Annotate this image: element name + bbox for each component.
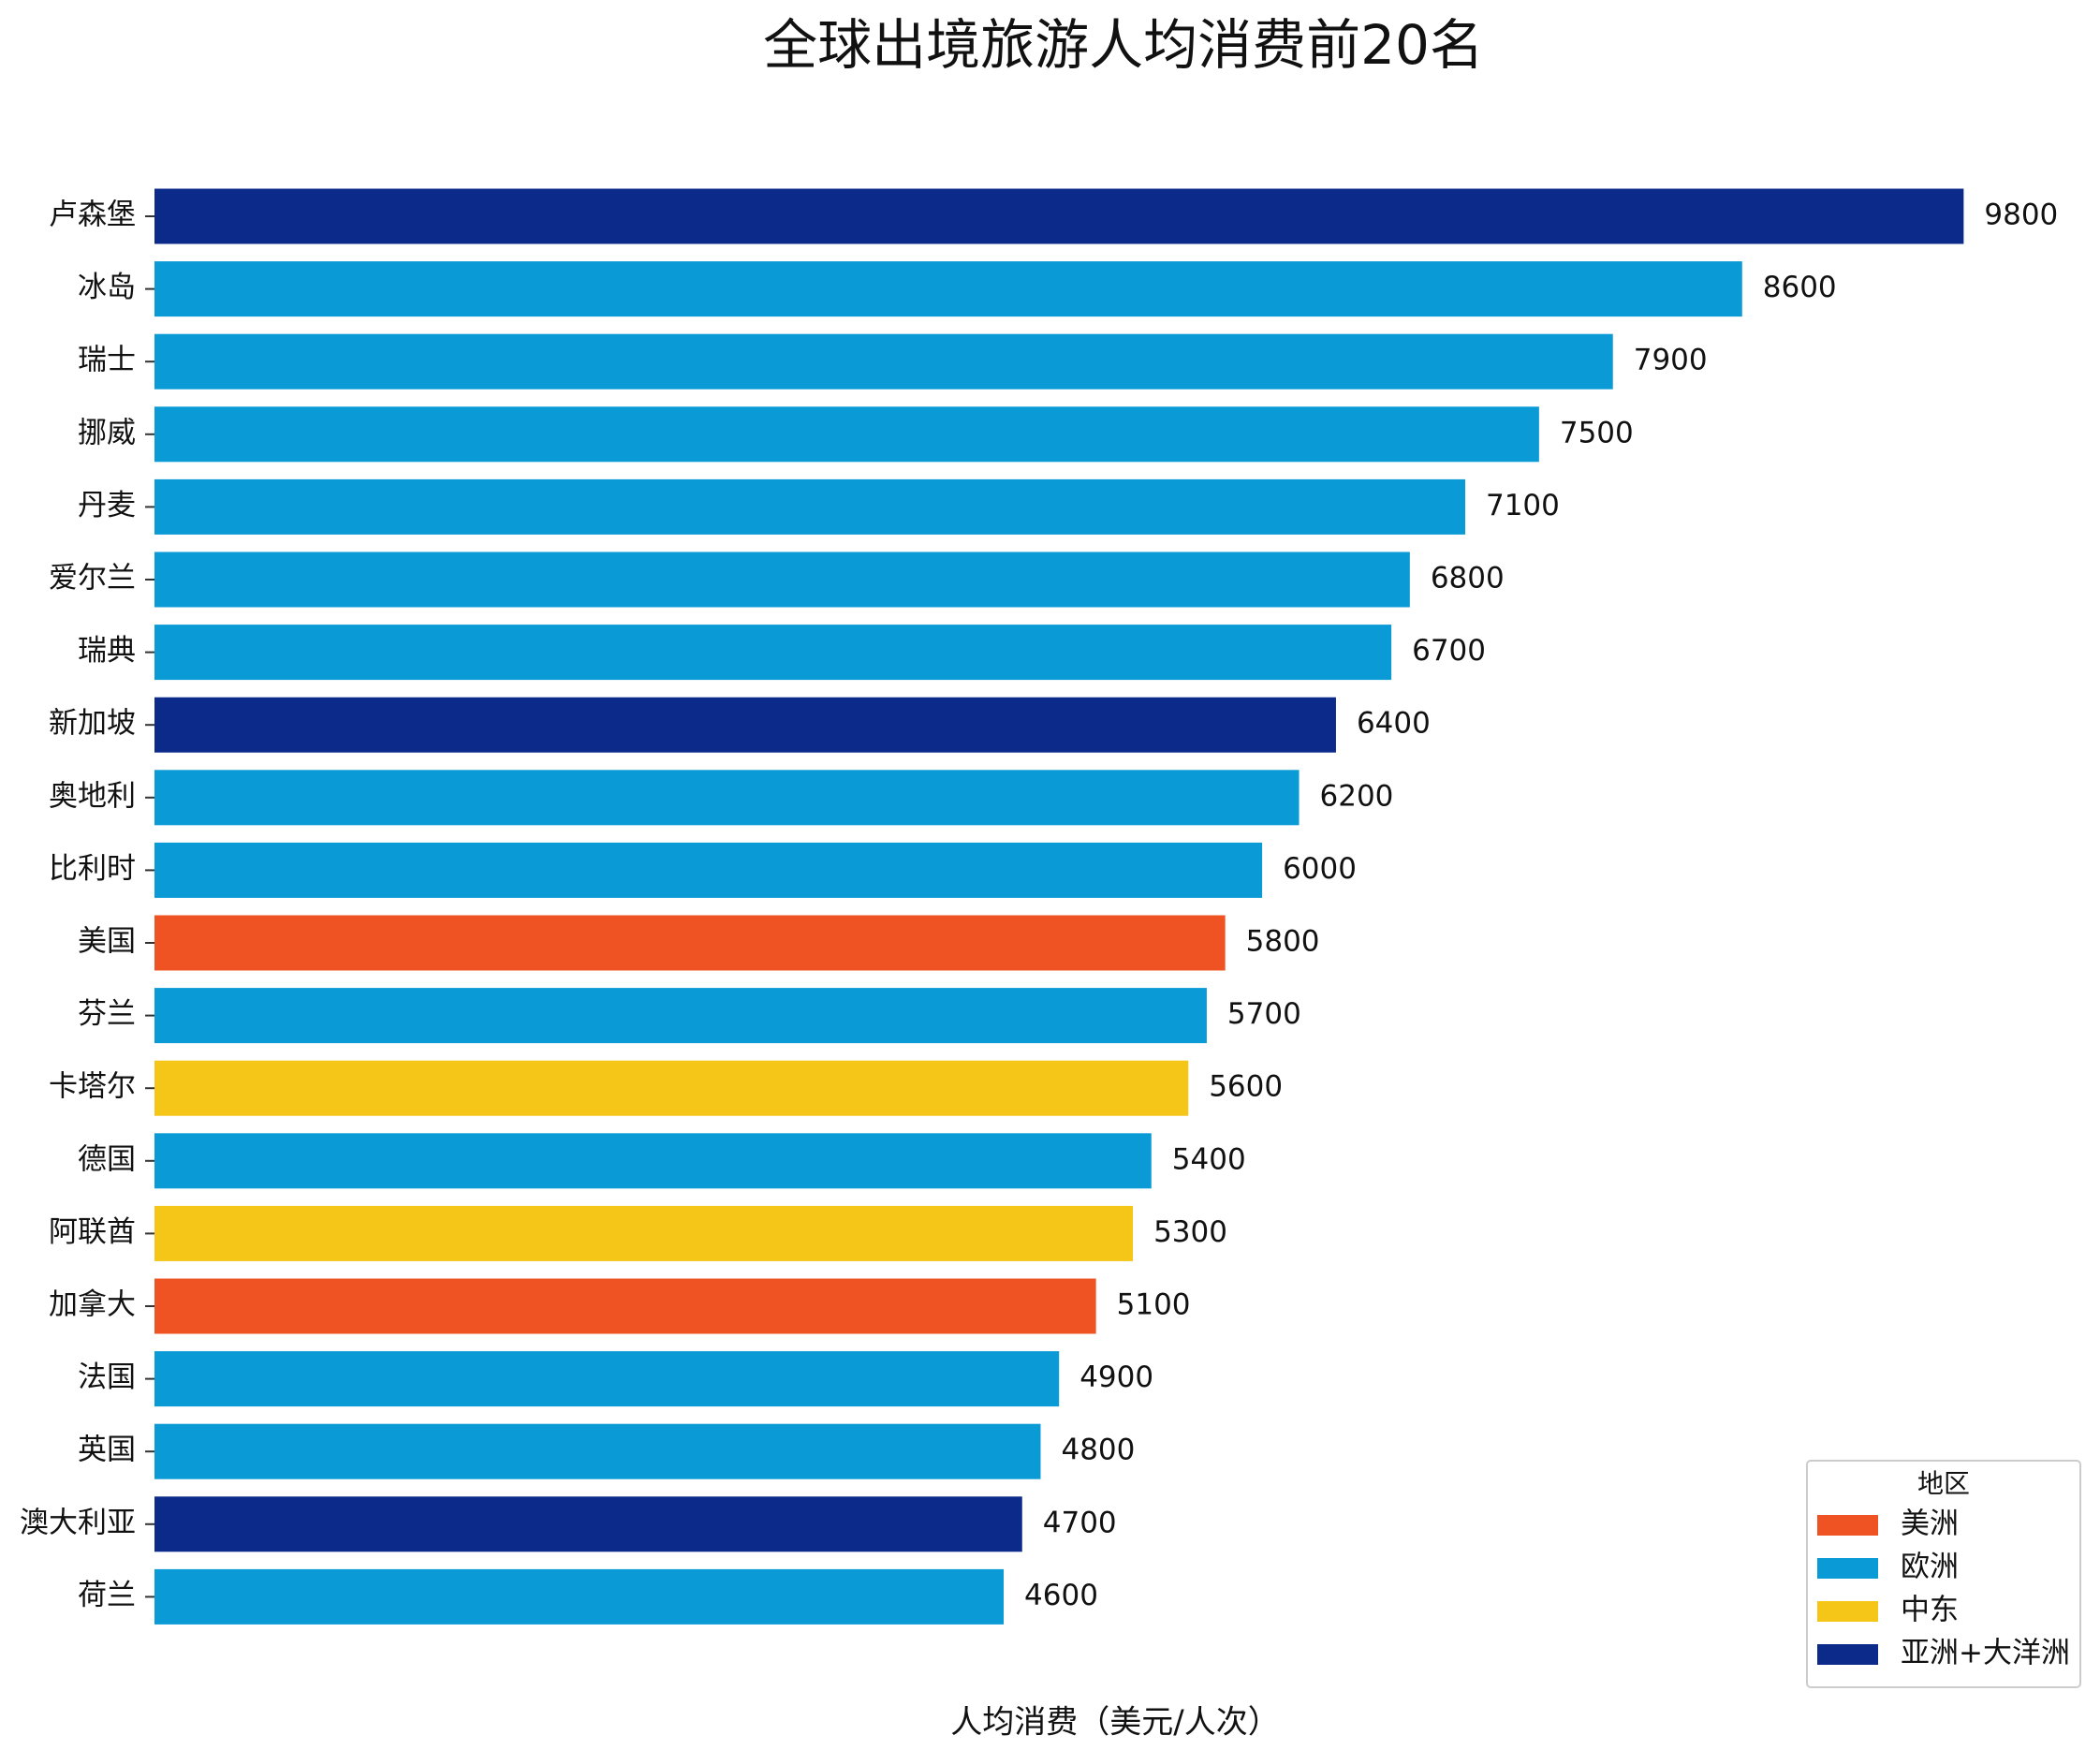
bar <box>154 551 1410 608</box>
x-axis-label: 人均消费（美元/人次） <box>950 1704 1279 1742</box>
y-tick-label: 丹麦 <box>78 489 136 522</box>
bar <box>154 1423 1041 1479</box>
y-tick-label: 新加坡 <box>49 707 136 741</box>
bar <box>154 1060 1189 1116</box>
value-label: 7500 <box>1560 416 1634 449</box>
y-tick-label: 法国 <box>78 1360 136 1394</box>
bar <box>154 625 1392 681</box>
value-label: 5300 <box>1153 1215 1227 1249</box>
bar <box>154 1278 1096 1334</box>
bar <box>154 1568 1005 1625</box>
bar <box>154 1133 1152 1189</box>
value-label: 4800 <box>1061 1434 1135 1467</box>
y-tick-label: 加拿大 <box>49 1288 136 1322</box>
value-label: 9800 <box>1984 199 2058 232</box>
value-label: 6400 <box>1357 707 1431 741</box>
bar <box>154 842 1263 898</box>
value-label: 6800 <box>1431 562 1505 596</box>
y-tick-label: 卡塔尔 <box>49 1070 136 1104</box>
value-label: 5700 <box>1227 997 1301 1031</box>
bar <box>154 697 1336 753</box>
y-tick-label: 卢森堡 <box>49 199 136 232</box>
value-label: 4600 <box>1024 1579 1098 1612</box>
bar <box>154 188 1964 244</box>
y-tick-label: 奥地利 <box>49 779 136 813</box>
value-label: 5100 <box>1117 1288 1191 1322</box>
legend-swatch <box>1817 1558 1878 1579</box>
y-tick-label: 瑞士 <box>78 344 136 377</box>
value-label: 5600 <box>1209 1070 1283 1104</box>
value-label: 4900 <box>1079 1360 1153 1394</box>
legend-swatch <box>1817 1515 1878 1536</box>
bar <box>154 1496 1022 1552</box>
legend-label: 美洲 <box>1901 1507 1959 1541</box>
bar <box>154 1351 1060 1407</box>
value-label: 7100 <box>1486 489 1560 522</box>
value-label: 5800 <box>1246 925 1320 959</box>
y-tick-label: 德国 <box>78 1142 136 1176</box>
legend-label: 欧洲 <box>1901 1551 1959 1584</box>
bar <box>154 406 1539 463</box>
bar <box>154 261 1742 317</box>
y-tick-label: 挪威 <box>78 416 136 449</box>
legend-title: 地区 <box>1917 1468 1970 1499</box>
bar <box>154 988 1207 1044</box>
y-tick-label: 比利时 <box>49 852 136 886</box>
legend-swatch <box>1817 1644 1878 1665</box>
bar <box>154 1205 1134 1261</box>
bar <box>154 915 1226 971</box>
chart-title: 全球出境旅游人均消费前20名 <box>763 13 1484 77</box>
y-tick-label: 爱尔兰 <box>49 562 136 596</box>
legend-label: 亚洲+大洋洲 <box>1901 1637 2070 1670</box>
value-label: 7900 <box>1634 344 1708 377</box>
legend-label: 中东 <box>1901 1594 1959 1627</box>
bar <box>154 478 1465 535</box>
y-tick-label: 冰岛 <box>78 271 136 304</box>
value-label: 5400 <box>1172 1142 1246 1176</box>
y-tick-label: 瑞典 <box>78 634 136 668</box>
legend-swatch <box>1817 1601 1878 1622</box>
y-tick-label: 澳大利亚 <box>20 1506 136 1539</box>
value-label: 8600 <box>1763 271 1837 304</box>
y-tick-label: 荷兰 <box>78 1579 136 1612</box>
bar <box>154 770 1300 826</box>
y-tick-label: 芬兰 <box>78 997 136 1031</box>
bar <box>154 333 1613 390</box>
value-label: 6700 <box>1412 634 1486 668</box>
y-tick-label: 美国 <box>78 925 136 959</box>
y-tick-label: 阿联酋 <box>49 1215 136 1249</box>
value-label: 4700 <box>1043 1506 1117 1539</box>
y-tick-label: 英国 <box>78 1434 136 1467</box>
value-label: 6200 <box>1320 779 1394 813</box>
value-label: 6000 <box>1283 852 1357 886</box>
